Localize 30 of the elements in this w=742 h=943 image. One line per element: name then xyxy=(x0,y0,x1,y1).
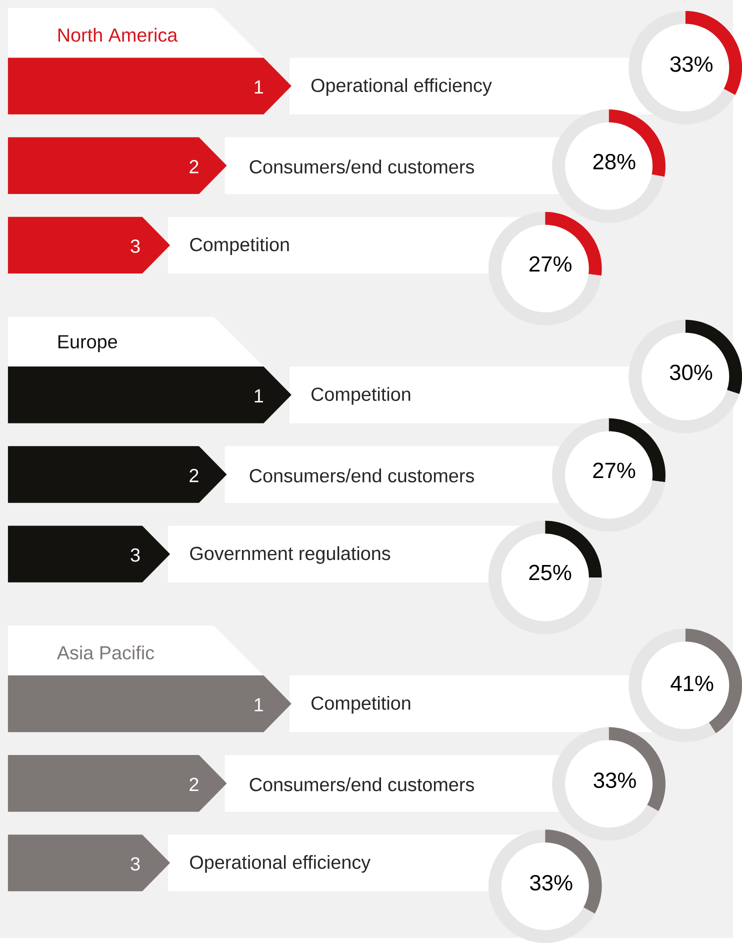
data-label: 25% xyxy=(529,564,572,580)
data-label: 30% xyxy=(670,364,712,380)
text: North America xyxy=(58,28,178,42)
text: Operational efficiency xyxy=(190,855,371,873)
text: Competition xyxy=(311,696,410,714)
text: 2 xyxy=(190,160,198,174)
data-label: 27% xyxy=(530,256,572,272)
text: Operational efficiency xyxy=(311,78,492,96)
text: 2 xyxy=(190,778,198,791)
data-label: 28% xyxy=(593,154,636,170)
text: 3 xyxy=(130,240,140,253)
data-label: 41% xyxy=(670,676,714,692)
data-label: 33% xyxy=(530,875,572,891)
text: Consumers/end customers xyxy=(250,777,474,792)
data-label: 33% xyxy=(670,56,712,72)
data-label: 33% xyxy=(594,772,636,788)
text: Consumers/end customers xyxy=(250,468,474,482)
text: Consumers/end customers xyxy=(250,160,474,174)
text: 3 xyxy=(130,548,140,562)
text: Government regulations xyxy=(190,546,390,564)
text: Europe xyxy=(58,335,117,352)
text: 3 xyxy=(130,857,140,871)
text: 1 xyxy=(254,698,263,712)
text: Asia Pacific xyxy=(56,646,154,660)
text: Competition xyxy=(190,237,289,255)
text: 2 xyxy=(190,468,198,482)
text: 1 xyxy=(254,80,263,94)
text: 1 xyxy=(254,389,263,402)
text: Competition xyxy=(311,387,410,405)
data-label: 27% xyxy=(593,462,636,478)
